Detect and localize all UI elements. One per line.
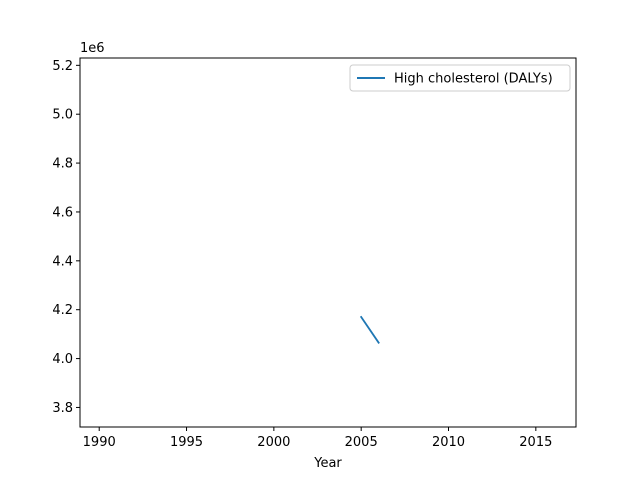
x-tick-label: 1995 (170, 435, 203, 450)
legend-label: High cholesterol (DALYs) (394, 72, 553, 87)
y-axis: 3.8 4.0 4.2 4.4 4.6 4.8 5.0 5.2 (52, 59, 80, 416)
x-tick-label: 2000 (257, 435, 290, 450)
x-tick-label: 2015 (519, 435, 552, 450)
x-axis-label: Year (313, 456, 342, 471)
legend: High cholesterol (DALYs) (349, 64, 571, 92)
y-tick-label: 5.2 (52, 59, 73, 74)
x-tick-label: 2010 (432, 435, 465, 450)
y-tick-label: 4.4 (52, 254, 73, 269)
y-tick-label: 4.2 (52, 303, 73, 318)
x-tick-label: 2005 (345, 435, 378, 450)
y-axis-offset-label: 1e6 (80, 41, 105, 56)
y-tick-label: 5.0 (52, 108, 73, 123)
axes-frame (79, 57, 577, 428)
series-line (359, 315, 380, 344)
plot-lines (359, 315, 380, 344)
x-axis: 1990 1995 2000 2005 2010 2015 (83, 427, 552, 450)
y-tick-label: 4.8 (52, 157, 73, 172)
x-tick-label: 1990 (83, 435, 116, 450)
y-tick-label: 4.6 (52, 205, 73, 220)
legend-box (349, 64, 571, 92)
y-tick-label: 3.8 (52, 401, 73, 416)
y-tick-label: 4.0 (52, 352, 73, 367)
